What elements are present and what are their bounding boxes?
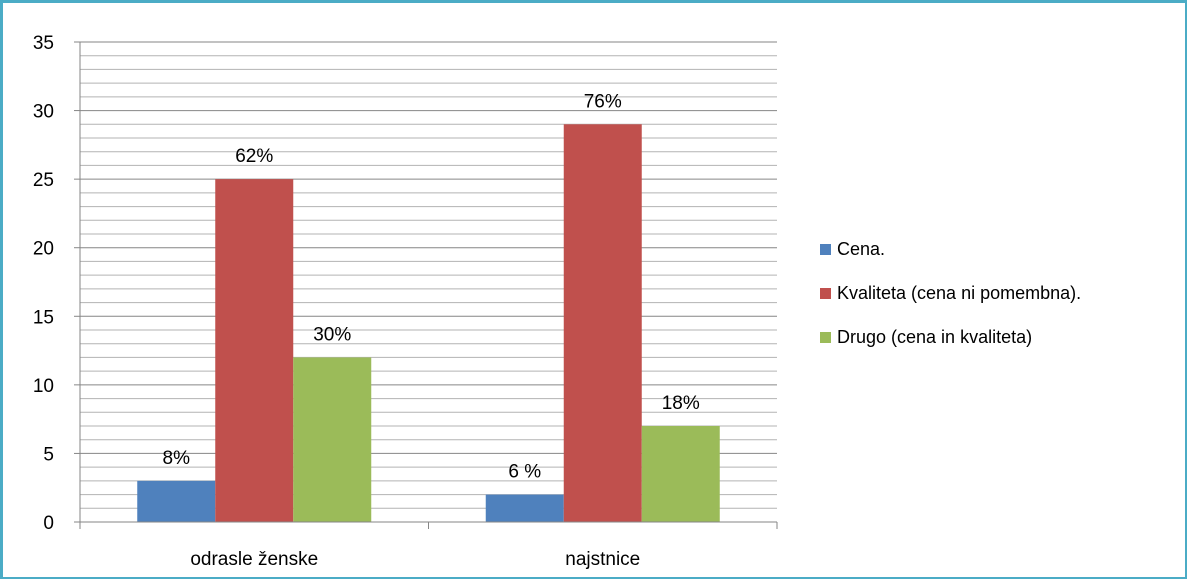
y-tick-label: 25	[33, 170, 54, 191]
legend-swatch	[820, 287, 831, 299]
y-tick-label: 10	[33, 376, 54, 397]
x-category-label: najstnice	[565, 549, 640, 570]
y-tick-label: 20	[33, 239, 54, 260]
legend-swatch	[820, 243, 831, 255]
bar	[293, 357, 372, 522]
bar	[137, 480, 216, 522]
legend: Cena. Kvaliteta (cena ni pomembna). Drugo …	[820, 238, 1081, 370]
data-label: 6 %	[508, 462, 541, 483]
axes	[74, 41, 778, 529]
y-tick-label: 0	[43, 513, 54, 534]
legend-label: Kvaliteta (cena ni pomembna).	[837, 282, 1082, 303]
labels: 0 5 10 15 20 25 30 35 8% 62% 30% odrasle ženske 6 % 7…	[33, 33, 700, 570]
legend-label: Drugo (cena in kvaliteta)	[837, 326, 1033, 347]
y-tick-label: 30	[33, 102, 54, 123]
x-category-label: odrasle ženske	[190, 549, 318, 570]
data-label: 62%	[235, 146, 273, 167]
legend-item: Cena.	[820, 238, 1081, 260]
bar	[485, 494, 564, 522]
legend-item: Kvaliteta (cena ni pomembna).	[820, 282, 1081, 304]
data-label: 8%	[163, 448, 191, 469]
data-label: 76%	[584, 91, 622, 112]
data-label: 18%	[662, 393, 700, 414]
legend-label: Cena.	[837, 238, 886, 259]
data-label: 30%	[313, 324, 351, 345]
legend-swatch	[820, 331, 831, 343]
bars	[137, 124, 720, 523]
y-tick-label: 35	[33, 33, 54, 54]
y-tick-label: 15	[33, 307, 54, 328]
legend-item: Drugo (cena in kvaliteta)	[820, 326, 1081, 348]
y-tick-label: 5	[43, 444, 54, 465]
bar	[641, 426, 720, 522]
bar	[563, 124, 642, 523]
bar	[215, 179, 294, 522]
